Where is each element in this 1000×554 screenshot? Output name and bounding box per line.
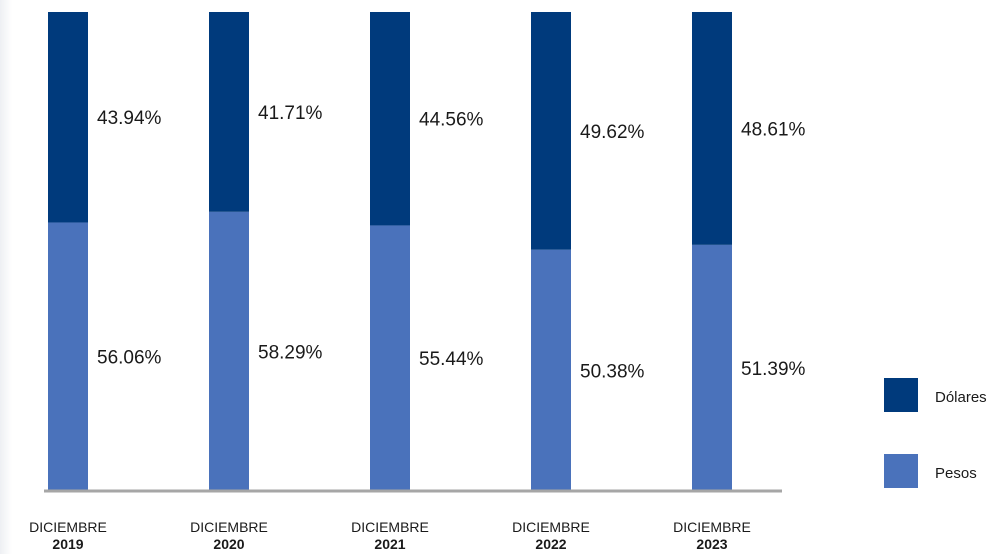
x-tick-label-line2: 2022 xyxy=(535,536,566,552)
data-label-dolares: 49.62% xyxy=(580,122,645,143)
data-label-pesos: 58.29% xyxy=(258,342,323,363)
data-label-dolares: 44.56% xyxy=(419,110,484,131)
legend-swatch xyxy=(884,378,918,412)
bar-pesos xyxy=(370,225,410,492)
data-label-pesos: 56.06% xyxy=(97,348,162,369)
data-label-dolares: 43.94% xyxy=(97,108,162,129)
x-tick-label-line1: DICIEMBRE xyxy=(351,519,429,535)
data-label-dolares: 48.61% xyxy=(741,119,806,140)
data-label-pesos: 51.39% xyxy=(741,359,806,380)
bar-dolares xyxy=(209,12,249,212)
bar-dolares xyxy=(531,12,571,250)
x-tick-label-line1: DICIEMBRE xyxy=(512,519,590,535)
x-tick-label-line1: DICIEMBRE xyxy=(673,519,751,535)
bar-pesos xyxy=(692,244,732,491)
data-label-dolares: 41.71% xyxy=(258,103,323,124)
data-label-pesos: 55.44% xyxy=(419,349,484,370)
x-tick-label-line2: 2019 xyxy=(52,536,83,552)
x-tick-label-line2: 2023 xyxy=(696,536,727,552)
legend-label: Dólares xyxy=(935,389,987,406)
x-tick-label-line2: 2020 xyxy=(213,536,244,552)
x-tick-label-line1: DICIEMBRE xyxy=(29,519,107,535)
x-tick-label-line2: 2021 xyxy=(374,536,405,552)
x-tick-label-line1: DICIEMBRE xyxy=(190,519,268,535)
bar-dolares xyxy=(48,12,88,223)
bar-dolares xyxy=(370,12,410,226)
legend-label: Pesos xyxy=(935,465,977,482)
legend-swatch xyxy=(884,454,918,488)
bar-dolares xyxy=(692,12,732,245)
bar-pesos xyxy=(531,249,571,491)
bar-pesos xyxy=(209,211,249,491)
data-label-pesos: 50.38% xyxy=(580,361,645,382)
page-edge-shading xyxy=(0,0,12,554)
bar-pesos xyxy=(48,222,88,491)
